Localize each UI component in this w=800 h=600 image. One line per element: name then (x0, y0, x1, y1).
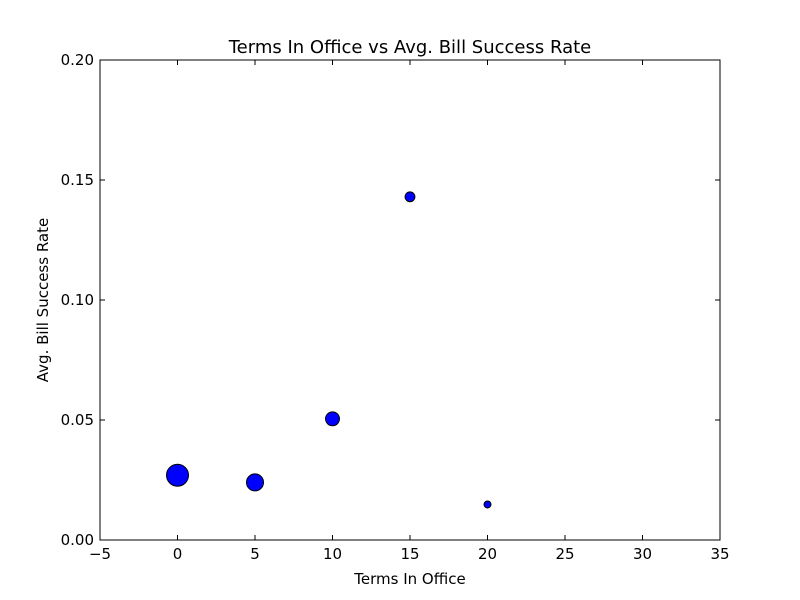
data-point (404, 191, 416, 203)
y-axis-label: Avg. Bill Success Rate (34, 218, 52, 382)
y-tick-label: 0.10 (61, 291, 94, 309)
x-tick-label: 10 (323, 545, 342, 563)
x-axis-label: Terms In Office (353, 570, 465, 588)
axis-ticks: −5 0 5 10 15 20 25 30 35 0.00 0.05 0.10 0.15 0.20 (61, 51, 730, 563)
x-tick-label: 5 (250, 545, 260, 563)
data-points (166, 191, 492, 509)
y-tick-label: 0.15 (61, 171, 94, 189)
plot-area (99, 59, 721, 541)
x-tick-label: −5 (89, 545, 111, 563)
y-tick-label: 0.20 (61, 51, 94, 69)
x-tick-label: 0 (173, 545, 183, 563)
x-tick-label: 20 (478, 545, 497, 563)
y-tick-label: 0.00 (61, 531, 94, 549)
data-point (325, 411, 340, 427)
y-tick-label: 0.05 (61, 411, 94, 429)
x-tick-label: 25 (555, 545, 574, 563)
chart-title: Terms In Office vs Avg. Bill Success Rat… (228, 37, 592, 58)
data-point (245, 473, 265, 492)
x-tick-label: 30 (633, 545, 652, 563)
x-tick-label: 15 (400, 545, 419, 563)
x-tick-label: 35 (710, 545, 729, 563)
data-point (483, 500, 492, 509)
data-point (166, 463, 189, 487)
